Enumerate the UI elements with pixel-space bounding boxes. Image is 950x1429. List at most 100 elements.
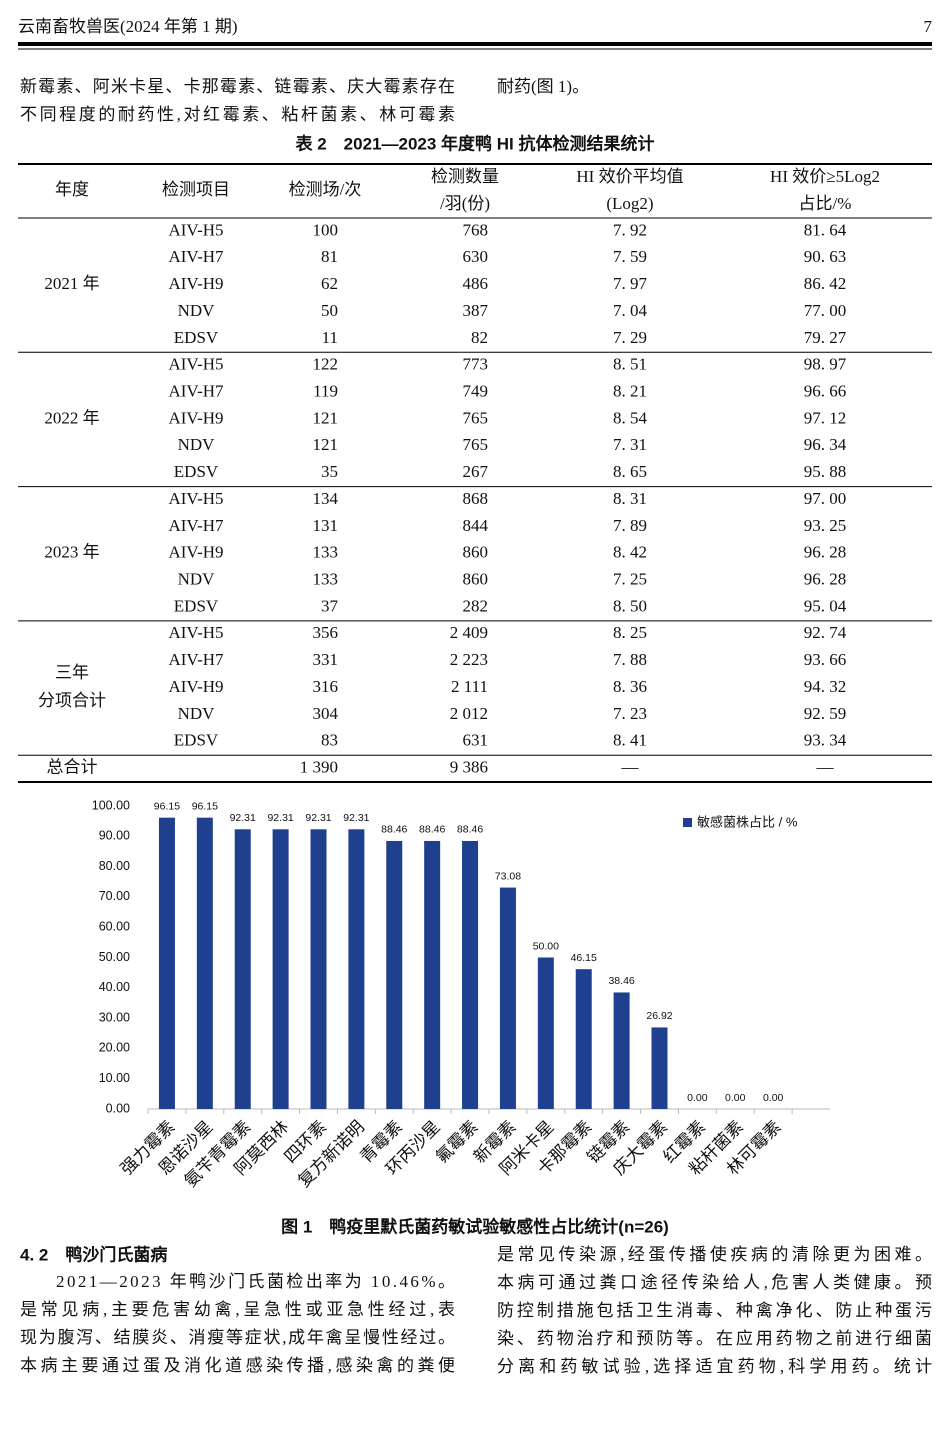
table-cell: EDSV: [174, 328, 219, 347]
bar: [196, 817, 213, 1109]
y-tick-label: 100.00: [92, 798, 130, 812]
table-cell: AIV-H7: [168, 650, 224, 669]
table-cell: 11: [322, 328, 338, 347]
table-cell: 860: [463, 570, 489, 589]
table-cell: 133: [313, 570, 339, 589]
table-cell: 7. 59: [613, 247, 647, 266]
table-group-label: 分项合计: [38, 691, 106, 710]
table-cell: 7. 25: [613, 570, 647, 589]
bar: [613, 992, 630, 1109]
table-cell: 8. 65: [613, 462, 647, 481]
body-line: 现为腹泻、结膜炎、消瘦等症状,成年禽呈慢性经过。: [20, 1327, 455, 1347]
table-cell: 97. 12: [804, 408, 847, 427]
table-cell: AIV-H5: [168, 355, 223, 374]
table-cell: 8. 25: [613, 623, 647, 642]
table-cell: AIV-H7: [168, 247, 224, 266]
figure-caption: 图 1 鸭疫里默氏菌药敏试验敏感性占比统计(n=26): [281, 1216, 669, 1236]
y-tick-label: 80.00: [99, 859, 130, 873]
body-line: 是常见病,主要危害幼禽,呈急性或亚急性经过,表: [20, 1300, 455, 1319]
data-label: 92.31: [267, 812, 293, 824]
table-cell: AIV-H7: [168, 381, 224, 400]
table-cell: 79. 27: [804, 328, 847, 347]
bar: [424, 840, 441, 1109]
table-cell: 8. 42: [613, 543, 647, 562]
table-cell: 121: [313, 408, 339, 427]
table-cell: 7. 23: [613, 704, 647, 723]
table-cell: 122: [313, 355, 339, 374]
body-line: 防控制措施包括卫生消毒、种禽净化、防止种蛋污: [497, 1301, 932, 1320]
table-cell: 8. 41: [613, 731, 647, 750]
table-total: —: [621, 758, 640, 777]
data-label: 88.46: [419, 824, 445, 836]
data-label: 50.00: [533, 940, 559, 952]
table-cell: 81: [321, 247, 338, 266]
table-cell: 7. 04: [613, 301, 648, 320]
table-cell: NDV: [178, 570, 216, 589]
bar: [462, 840, 479, 1109]
data-label: 0.00: [687, 1092, 708, 1104]
table-cell: 631: [463, 731, 489, 750]
table-cell: 119: [313, 381, 338, 400]
y-tick-label: 90.00: [99, 829, 130, 843]
table-header: (Log2): [606, 194, 653, 213]
bar: [272, 829, 289, 1109]
table-cell: 100: [313, 220, 339, 239]
table-header: 占比/%: [799, 194, 852, 213]
table-header: HI 效价≥5Log2: [770, 167, 880, 186]
data-label: 96.15: [154, 800, 180, 812]
table-cell: 282: [463, 596, 489, 615]
table-cell: AIV-H5: [168, 623, 223, 642]
data-label: 26.92: [646, 1010, 672, 1022]
table-cell: 92. 74: [804, 623, 847, 642]
body-line: 耐药(图 1)。: [497, 77, 589, 96]
table-cell: 77. 00: [804, 301, 847, 320]
y-tick-label: 20.00: [99, 1041, 130, 1055]
table-cell: AIV-H7: [168, 516, 224, 535]
table-cell: NDV: [178, 301, 216, 320]
table-cell: 95. 04: [804, 596, 847, 615]
y-tick-label: 30.00: [99, 1010, 130, 1024]
table-cell: AIV-H5: [168, 489, 223, 508]
table-cell: 331: [313, 650, 339, 669]
y-tick-label: 0.00: [106, 1101, 130, 1115]
data-label: 92.31: [305, 812, 331, 824]
y-tick-label: 60.00: [99, 919, 130, 933]
table-total: 9 386: [450, 758, 488, 777]
table-cell: 2 223: [450, 650, 488, 669]
table-cell: 7. 88: [613, 650, 647, 669]
data-label: 0.00: [763, 1092, 784, 1104]
table-cell: 131: [313, 516, 339, 535]
data-label: 96.15: [192, 800, 218, 812]
table-cell: 7. 31: [613, 435, 647, 454]
table-cell: 387: [463, 301, 489, 320]
table-cell: 8. 36: [613, 677, 647, 696]
table-cell: 860: [463, 543, 489, 562]
table-cell: 82: [471, 328, 488, 347]
body-line: 本病主要通过蛋及消化道感染传播,感染禽的粪便: [20, 1356, 455, 1375]
table-cell: 95. 88: [804, 462, 847, 481]
table-cell: 8. 51: [613, 355, 647, 374]
x-tick-label: 氟霉素: [432, 1117, 481, 1166]
table-cell: 94. 32: [804, 677, 847, 696]
table-cell: AIV-H5: [168, 220, 223, 239]
body-line: 2021—2023 年鸭沙门氏菌检出率为 10.46%。: [56, 1272, 455, 1291]
table-cell: EDSV: [174, 462, 219, 481]
table-cell: 7. 92: [613, 220, 647, 239]
data-label: 88.46: [457, 824, 483, 836]
table-cell: 267: [463, 462, 489, 481]
legend-swatch: [683, 818, 692, 827]
body-line: 分离和药敏试验,选择适宜药物,科学用药。统计: [497, 1357, 932, 1376]
body-line: 染、药物治疗和预防等。在应用药物之前进行细菌: [497, 1329, 932, 1348]
table-caption: 表 2 2021—2023 年度鸭 HI 抗体检测结果统计: [296, 133, 655, 153]
journal-title: 云南畜牧兽医(2024 年第 1 期): [18, 17, 238, 36]
bar: [348, 829, 365, 1109]
table-cell: 765: [463, 408, 489, 427]
legend-label: 敏感菌株占比 / %: [697, 814, 798, 829]
data-label: 46.15: [571, 952, 597, 964]
table-cell: 50: [321, 301, 338, 320]
table-group-label: 2023 年: [44, 543, 99, 562]
data-label: 92.31: [343, 812, 369, 824]
data-label: 73.08: [495, 870, 521, 882]
